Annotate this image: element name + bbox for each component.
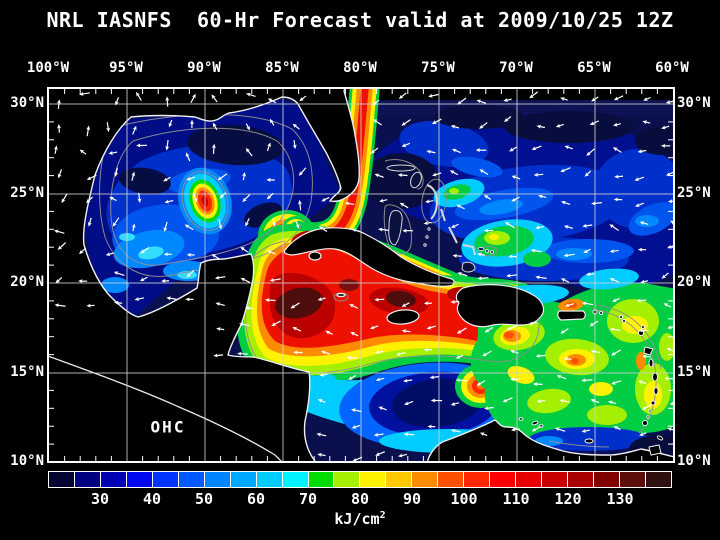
y-tick-label-left: 10°N <box>10 453 44 469</box>
colorbar-cell <box>230 472 257 487</box>
colorbar-cell <box>386 472 413 487</box>
y-tick-label-right: 20°N <box>677 274 711 290</box>
colorbar-tick-label: 40 <box>142 490 162 508</box>
colorbar-cell <box>100 472 127 487</box>
lat-lon-gridlines <box>49 89 673 461</box>
island-grand-cayman <box>336 292 346 298</box>
colorbar-cell <box>619 472 646 487</box>
x-tick-label: 80°W <box>343 60 377 76</box>
map-panel: OHC <box>47 87 675 463</box>
pacific-coastline <box>49 355 282 461</box>
y-tick-label-left: 25°N <box>10 185 44 201</box>
x-tick-label: 85°W <box>265 60 299 76</box>
island-isla-juventud <box>308 251 322 261</box>
colorbar-cell <box>412 472 439 487</box>
ohc-map <box>47 87 675 463</box>
colorbar-cell <box>49 472 75 487</box>
colorbar-cell <box>516 472 543 487</box>
colorbar-cell <box>568 472 595 487</box>
island-puerto-rico <box>557 310 586 321</box>
colorbar-tick-label: 30 <box>90 490 110 508</box>
colorbar-cell <box>464 472 491 487</box>
y-tick-label-right: 10°N <box>677 453 711 469</box>
colorbar-tick-label: 50 <box>194 490 214 508</box>
axis-minor-ticks <box>49 89 673 461</box>
y-tick-label-right: 15°N <box>677 364 711 380</box>
colorbar-tick-label: 130 <box>606 490 634 508</box>
x-tick-label: 60°W <box>655 60 689 76</box>
unit-text: kJ/cm <box>334 510 380 528</box>
y-tick-label-left: 30°N <box>10 95 44 111</box>
x-tick-label: 100°W <box>26 60 70 76</box>
bahamas <box>386 164 494 273</box>
x-tick-label: 70°W <box>499 60 533 76</box>
colorbar-tick-labels: 30 40 50 60 70 80 90 100 110 120 130 <box>48 490 672 508</box>
vector-field-arrows <box>53 91 673 461</box>
colorbar-tick-label: 60 <box>246 490 266 508</box>
map-frame <box>47 87 675 463</box>
x-tick-label: 95°W <box>109 60 143 76</box>
colorbar-cell <box>438 472 465 487</box>
page-title: NRL IASNFS 60-Hr Forecast valid at 2009/… <box>46 8 674 32</box>
caribbean-ohc-maximum <box>236 224 553 385</box>
y-tick-label-left: 20°N <box>10 274 44 290</box>
x-tick-label: 65°W <box>577 60 611 76</box>
y-tick-label-left: 15°N <box>10 364 44 380</box>
colorbar-cell <box>178 472 205 487</box>
colorbar-units: kJ/cm2 <box>0 510 720 528</box>
colorbar-cell <box>74 472 101 487</box>
colorbar-tick-label: 110 <box>502 490 530 508</box>
colorbar-tick-label: 80 <box>350 490 370 508</box>
colorbar-cell <box>152 472 179 487</box>
colorbar-cell <box>204 472 231 487</box>
x-tick-label: 90°W <box>187 60 221 76</box>
colorbar-cell <box>308 472 335 487</box>
colorbar-cell <box>645 472 671 487</box>
colorbar-tick-label: 100 <box>450 490 478 508</box>
lesser-antilles <box>518 309 664 456</box>
island-hispaniola <box>455 284 545 328</box>
y-tick-label-right: 25°N <box>677 185 711 201</box>
map-variable-label: OHC <box>150 417 186 437</box>
colorbar-cell <box>490 472 517 487</box>
colorbar-tick-label: 90 <box>402 490 422 508</box>
colorbar <box>48 471 672 488</box>
colorbar-cell <box>282 472 309 487</box>
colorbar-cell <box>126 472 153 487</box>
colorbar-tick-label: 70 <box>298 490 318 508</box>
colorbar-cell <box>334 472 361 487</box>
y-tick-label-right: 30°N <box>677 95 711 111</box>
colorbar-cell <box>256 472 283 487</box>
x-tick-label: 75°W <box>421 60 455 76</box>
colorbar-cell <box>542 472 569 487</box>
unit-exponent: 2 <box>379 510 386 521</box>
colorbar-cell <box>360 472 387 487</box>
island-jamaica <box>386 309 420 325</box>
coastline-south-america <box>426 419 673 461</box>
colorbar-tick-label: 120 <box>554 490 582 508</box>
colorbar-cell <box>594 472 620 487</box>
